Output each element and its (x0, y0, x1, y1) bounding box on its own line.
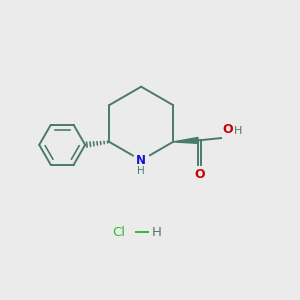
Text: H: H (152, 226, 161, 239)
Text: O: O (223, 123, 233, 136)
Text: H: H (137, 167, 145, 176)
Text: H: H (233, 126, 242, 136)
Polygon shape (173, 137, 198, 143)
Text: N: N (136, 154, 146, 167)
Text: Cl: Cl (112, 226, 125, 239)
Text: O: O (194, 168, 205, 181)
